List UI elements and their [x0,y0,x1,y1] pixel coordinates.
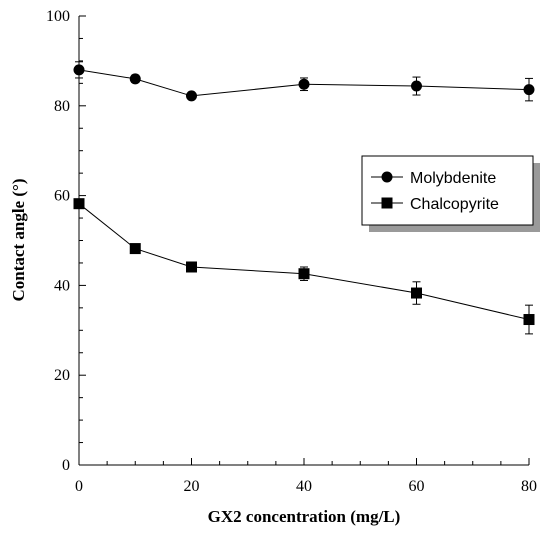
x-tick-label: 0 [75,478,83,495]
legend-box [361,155,534,226]
data-point-molybdenite [523,84,535,96]
data-point-molybdenite [298,78,310,90]
data-point-molybdenite [129,73,141,85]
x-tick-label: 80 [521,478,537,495]
x-tick-label: 40 [296,478,312,495]
legend: Molybdenite Chalcopyrite [361,155,540,232]
y-tick-label: 100 [46,8,70,25]
y-axis-title: Contact angle (°) [9,179,28,302]
series-line-molybdenite [78,69,530,97]
data-point-chalcopyrite [298,268,310,280]
y-tick-label: 0 [62,457,70,474]
y-tick-label: 40 [54,277,70,294]
data-point-chalcopyrite [73,198,85,210]
x-tick-label: 20 [184,478,200,495]
legend-marker-molybdenite [381,171,393,183]
data-point-chalcopyrite [186,261,197,273]
series-line-chalcopyrite [78,203,530,321]
data-point-chalcopyrite [523,314,535,326]
legend-label-molybdenite: Molybdenite [410,170,496,187]
y-tick-label: 80 [54,98,70,115]
x-axis-title: GX2 concentration (mg/L) [208,507,401,526]
y-tick-label: 60 [54,188,70,205]
data-point-molybdenite [411,80,422,92]
y-tick-label: 20 [54,367,70,384]
legend-label-chalcopyrite: Chalcopyrite [410,196,499,213]
data-point-molybdenite [186,90,197,102]
x-tick-label: 60 [409,478,425,495]
data-point-chalcopyrite [411,287,422,299]
data-point-chalcopyrite [129,243,141,255]
data-point-molybdenite [73,64,85,76]
legend-marker-chalcopyrite [381,197,393,209]
